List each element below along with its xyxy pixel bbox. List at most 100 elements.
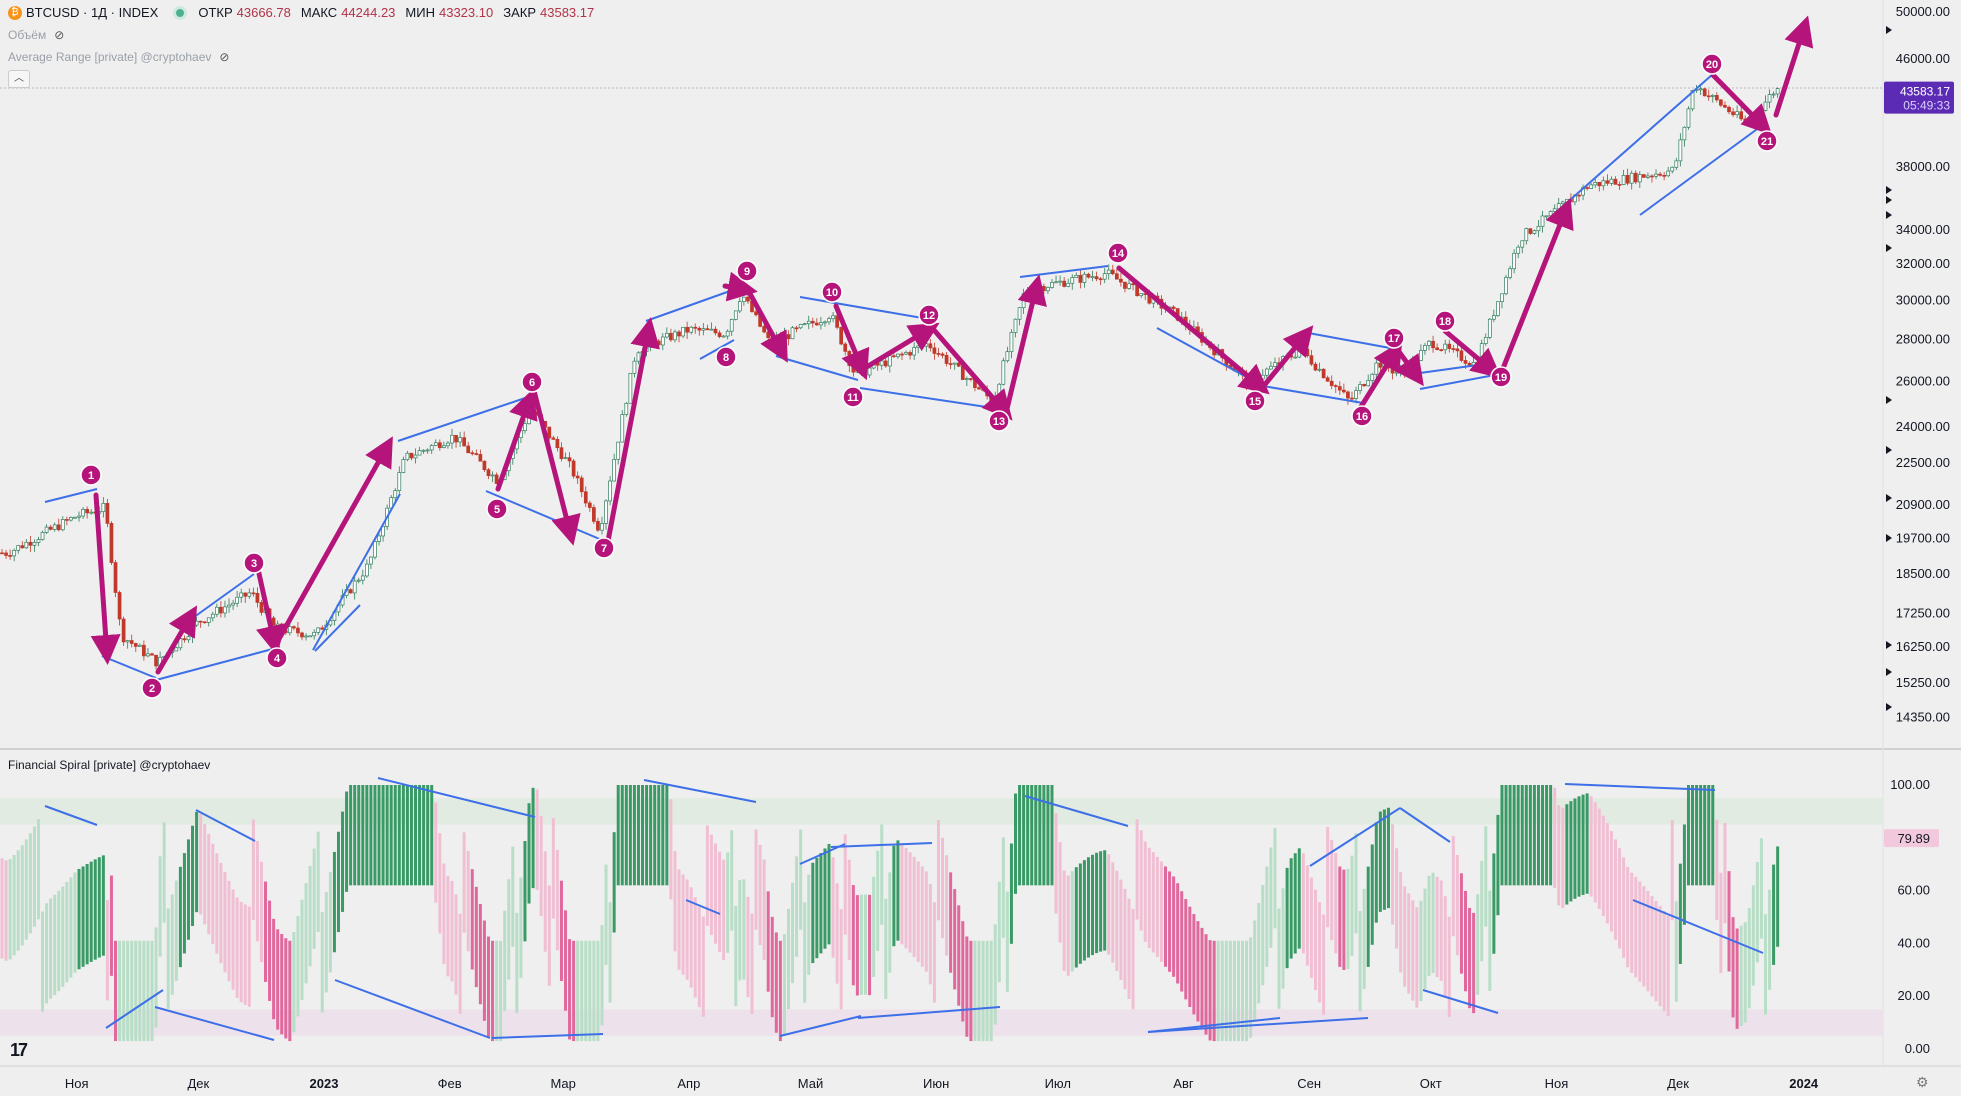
oscillator-bar (932, 902, 936, 1003)
oscillator-bar (324, 892, 328, 993)
candle (1577, 194, 1581, 197)
oscillator-bar (827, 844, 831, 945)
oscillator-bar (730, 830, 734, 931)
symbol-title[interactable]: BTCUSD · 1Д · INDEX (26, 5, 159, 20)
candle (401, 459, 406, 473)
candle (579, 477, 584, 493)
candle (223, 606, 227, 614)
trendline (1019, 265, 1109, 278)
candle (482, 460, 487, 471)
candle (24, 541, 29, 549)
oscillator-bar (1463, 890, 1467, 992)
candle (1297, 350, 1302, 358)
candle (1394, 371, 1399, 374)
candle (932, 347, 937, 354)
oscillator-bar (162, 822, 166, 923)
candle (1114, 273, 1119, 280)
oscillator-bar (1609, 831, 1613, 932)
candle (1337, 386, 1342, 391)
oscillator-bar (782, 934, 786, 1035)
trendline (1569, 73, 1714, 201)
oscillator-bar (341, 811, 345, 912)
oscillator-bar (170, 894, 174, 995)
oscillator-bar (584, 940, 588, 1042)
oscillator-bar (600, 925, 604, 1026)
wave-marker-21: 21 (1756, 130, 1778, 152)
time-tick-label: Дек (1667, 1076, 1689, 1091)
oscillator-bar (1768, 889, 1772, 990)
hidden-eye-icon[interactable]: ⊘ (219, 50, 230, 64)
wave-marker-10: 10 (821, 281, 843, 303)
candle (1536, 225, 1541, 232)
collapse-chevron-icon[interactable]: ︿ (8, 70, 30, 88)
oscillator-bar (722, 859, 726, 961)
candle (1520, 240, 1525, 248)
oscillator-bar (1557, 805, 1561, 906)
oscillator-bar (997, 881, 1001, 983)
oscillator-bar (328, 872, 332, 973)
candle (89, 511, 94, 514)
oscillator-bar (53, 894, 57, 996)
wave-arrow (155, 605, 198, 675)
gear-icon[interactable]: ⚙ (1916, 1074, 1929, 1090)
volume-indicator-row[interactable]: Объём ⊘ (8, 28, 64, 42)
oscillator-bar (1508, 785, 1512, 886)
trendline (189, 573, 255, 621)
divergence-line (1422, 989, 1499, 1014)
hidden-eye-icon[interactable]: ⊘ (54, 28, 65, 42)
oscillator-bar (1407, 893, 1411, 994)
trendline (1262, 385, 1364, 404)
tradingview-logo-icon[interactable]: 17 (10, 1040, 28, 1060)
oscillator-bar (97, 857, 101, 958)
candle (397, 472, 402, 491)
candle (920, 345, 925, 348)
avg-range-indicator-row[interactable]: Average Range [private] @cryptohaev ⊘ (8, 50, 229, 64)
current-price-badge (1884, 81, 1954, 114)
trendline (1419, 363, 1486, 374)
oscillator-bar (1682, 824, 1686, 925)
oscillator-bar (1257, 903, 1261, 1004)
wave-arrow (1259, 325, 1314, 391)
candle (1086, 273, 1091, 278)
oscillator-bar (499, 940, 503, 1042)
oscillator-bar (1009, 843, 1013, 944)
wave-marker-circle (521, 371, 543, 393)
candle (405, 452, 410, 460)
candle (1005, 351, 1010, 362)
oscillator-bar (1662, 910, 1666, 1012)
candle (896, 353, 900, 357)
price-tick-label: 14350.00 (1896, 709, 1950, 724)
oscillator-bar (1670, 819, 1674, 921)
oscillator-bar (624, 785, 628, 886)
oscillator-bar (1022, 785, 1026, 886)
oscillator-bar (1220, 940, 1224, 1042)
candle (433, 442, 438, 446)
oscillator-bar (1504, 785, 1508, 886)
oscillator-bar (57, 890, 61, 992)
candle (369, 556, 373, 565)
candle (583, 491, 588, 504)
oscillator-bar (588, 940, 592, 1042)
wave-marker-label: 10 (826, 287, 838, 299)
candle (494, 474, 499, 484)
alert-marker-icon (1886, 26, 1892, 34)
candle (227, 604, 231, 608)
oscillator-bar (872, 876, 876, 978)
candle (373, 541, 377, 558)
oscillator-bar (669, 799, 673, 900)
oscillator-bar (1131, 908, 1135, 1010)
candle (1719, 99, 1723, 106)
candle (701, 328, 706, 331)
oscillator-bar (1301, 853, 1305, 954)
candle (1171, 306, 1176, 309)
price-tick-label: 22500.00 (1896, 455, 1950, 470)
wave-marker-label: 17 (1388, 333, 1400, 345)
oscillator-bar (126, 940, 130, 1042)
candle (150, 653, 154, 656)
wave-marker-circle (1434, 310, 1456, 332)
price-tick-label: 16250.00 (1896, 639, 1950, 654)
oscillator-bar (1431, 872, 1435, 974)
candle (1528, 228, 1533, 234)
oscillator-bar (1054, 813, 1058, 914)
